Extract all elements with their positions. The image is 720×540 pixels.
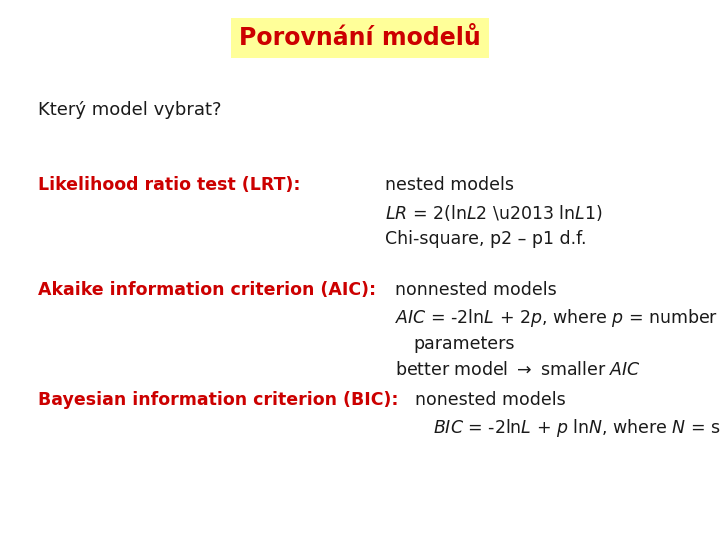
Text: Bayesian information criterion (BIC):: Bayesian information criterion (BIC): [38, 391, 398, 409]
Text: parameters: parameters [413, 335, 515, 353]
Text: better model $\rightarrow$ smaller $AIC$: better model $\rightarrow$ smaller $AIC$ [395, 361, 641, 379]
Text: nonnested models: nonnested models [395, 281, 557, 299]
Text: Akaike information criterion (AIC):: Akaike information criterion (AIC): [38, 281, 376, 299]
Text: nested models: nested models [385, 176, 514, 194]
Text: $LR$ = 2(ln$L$2 \u2013 ln$L$1): $LR$ = 2(ln$L$2 \u2013 ln$L$1) [385, 203, 603, 223]
Text: Který model vybrat?: Který model vybrat? [38, 101, 222, 119]
Text: $BIC$ = -2ln$L$ + $p$ ln$N$, where $N$ = sample size: $BIC$ = -2ln$L$ + $p$ ln$N$, where $N$ =… [433, 417, 720, 439]
Text: $AIC$ = -2ln$L$ + 2$p$, where $p$ = number of free: $AIC$ = -2ln$L$ + 2$p$, where $p$ = numb… [395, 307, 720, 329]
Text: Likelihood ratio test (LRT):: Likelihood ratio test (LRT): [38, 176, 300, 194]
Text: nonested models: nonested models [415, 391, 566, 409]
Text: Chi-square, p2 – p1 d.f.: Chi-square, p2 – p1 d.f. [385, 230, 587, 248]
Text: Porovnání modelů: Porovnání modelů [239, 26, 481, 50]
